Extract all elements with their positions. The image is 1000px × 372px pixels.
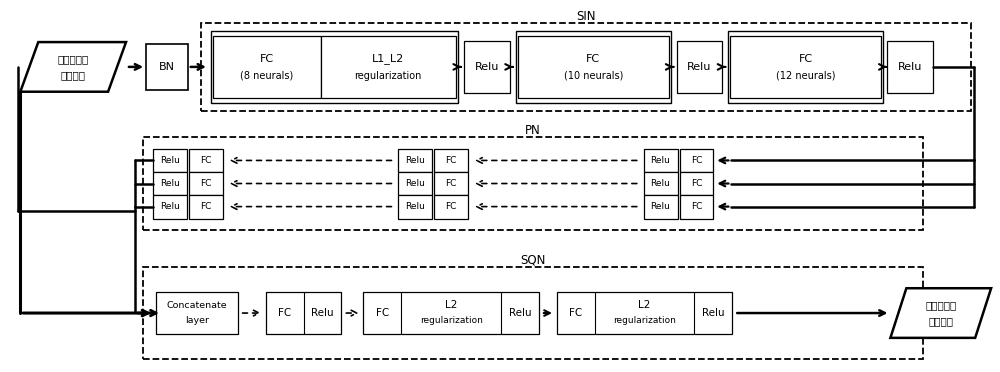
Text: FC: FC xyxy=(445,156,457,165)
Text: Relu: Relu xyxy=(509,308,531,318)
Text: regularization: regularization xyxy=(613,317,676,326)
Bar xyxy=(398,195,432,218)
Bar xyxy=(266,292,341,334)
Text: layer: layer xyxy=(185,317,209,326)
Bar xyxy=(434,195,468,218)
Text: Relu: Relu xyxy=(651,179,670,188)
Bar xyxy=(644,148,678,172)
Bar xyxy=(189,171,223,195)
Text: FC: FC xyxy=(200,202,212,211)
Text: PN: PN xyxy=(525,124,541,137)
Bar xyxy=(677,41,722,93)
Text: Relu: Relu xyxy=(311,308,334,318)
Bar xyxy=(516,31,671,103)
Text: FC: FC xyxy=(445,179,457,188)
Bar xyxy=(156,292,238,334)
Text: (10 neurals): (10 neurals) xyxy=(564,71,623,81)
Text: Concatenate: Concatenate xyxy=(167,301,227,310)
Bar xyxy=(434,148,468,172)
Bar xyxy=(143,267,923,359)
Text: FC: FC xyxy=(586,54,600,64)
Text: Relu: Relu xyxy=(475,62,499,72)
Text: FC: FC xyxy=(691,179,702,188)
Bar xyxy=(887,41,933,93)
Text: 电池结构: 电池结构 xyxy=(61,70,86,80)
Bar xyxy=(434,171,468,195)
Text: L2: L2 xyxy=(445,300,457,310)
Bar xyxy=(143,137,923,230)
Text: FC: FC xyxy=(278,308,291,318)
Text: Relu: Relu xyxy=(405,202,425,211)
Bar xyxy=(518,36,669,98)
Text: FC: FC xyxy=(691,156,702,165)
Text: FC: FC xyxy=(200,179,212,188)
Bar xyxy=(153,171,187,195)
Bar xyxy=(680,171,713,195)
Bar xyxy=(398,148,432,172)
Bar xyxy=(644,195,678,218)
Bar xyxy=(153,195,187,218)
Bar xyxy=(146,44,188,90)
Text: Relu: Relu xyxy=(405,156,425,165)
Text: SQN: SQN xyxy=(520,254,546,267)
Text: FC: FC xyxy=(260,54,274,64)
Text: FC: FC xyxy=(200,156,212,165)
Bar xyxy=(213,36,320,98)
Text: SIN: SIN xyxy=(576,10,596,23)
Bar xyxy=(728,31,883,103)
Bar xyxy=(557,292,732,334)
Text: regularization: regularization xyxy=(355,71,422,81)
Text: L1_L2: L1_L2 xyxy=(372,54,404,64)
Text: Relu: Relu xyxy=(651,202,670,211)
Text: 层叠太阳能: 层叠太阳能 xyxy=(925,300,956,310)
Bar xyxy=(153,148,187,172)
Text: Relu: Relu xyxy=(160,202,180,211)
Text: FC: FC xyxy=(691,202,702,211)
Bar xyxy=(730,36,881,98)
Text: Relu: Relu xyxy=(160,156,180,165)
Bar xyxy=(321,36,456,98)
Text: 电池电流: 电池电流 xyxy=(928,316,953,326)
Bar xyxy=(201,23,971,110)
Bar xyxy=(680,148,713,172)
Text: 层叠太阳能: 层叠太阳能 xyxy=(58,54,89,64)
Polygon shape xyxy=(20,42,126,92)
Text: L2: L2 xyxy=(638,300,651,310)
Bar xyxy=(189,148,223,172)
Bar xyxy=(363,292,539,334)
Bar xyxy=(680,195,713,218)
Text: (8 neurals): (8 neurals) xyxy=(240,71,293,81)
Text: Relu: Relu xyxy=(702,308,725,318)
Bar xyxy=(398,171,432,195)
Text: BN: BN xyxy=(159,62,175,72)
Text: FC: FC xyxy=(799,54,813,64)
Text: FC: FC xyxy=(376,308,389,318)
Text: Relu: Relu xyxy=(405,179,425,188)
Text: Relu: Relu xyxy=(687,62,712,72)
Polygon shape xyxy=(890,288,991,338)
Bar xyxy=(644,171,678,195)
Text: regularization: regularization xyxy=(420,317,483,326)
Text: Relu: Relu xyxy=(898,62,922,72)
Text: Relu: Relu xyxy=(160,179,180,188)
Bar xyxy=(189,195,223,218)
Text: (12 neurals): (12 neurals) xyxy=(776,71,835,81)
Bar xyxy=(464,41,510,93)
Text: FC: FC xyxy=(445,202,457,211)
Text: FC: FC xyxy=(569,308,582,318)
Text: Relu: Relu xyxy=(651,156,670,165)
Bar xyxy=(211,31,458,103)
